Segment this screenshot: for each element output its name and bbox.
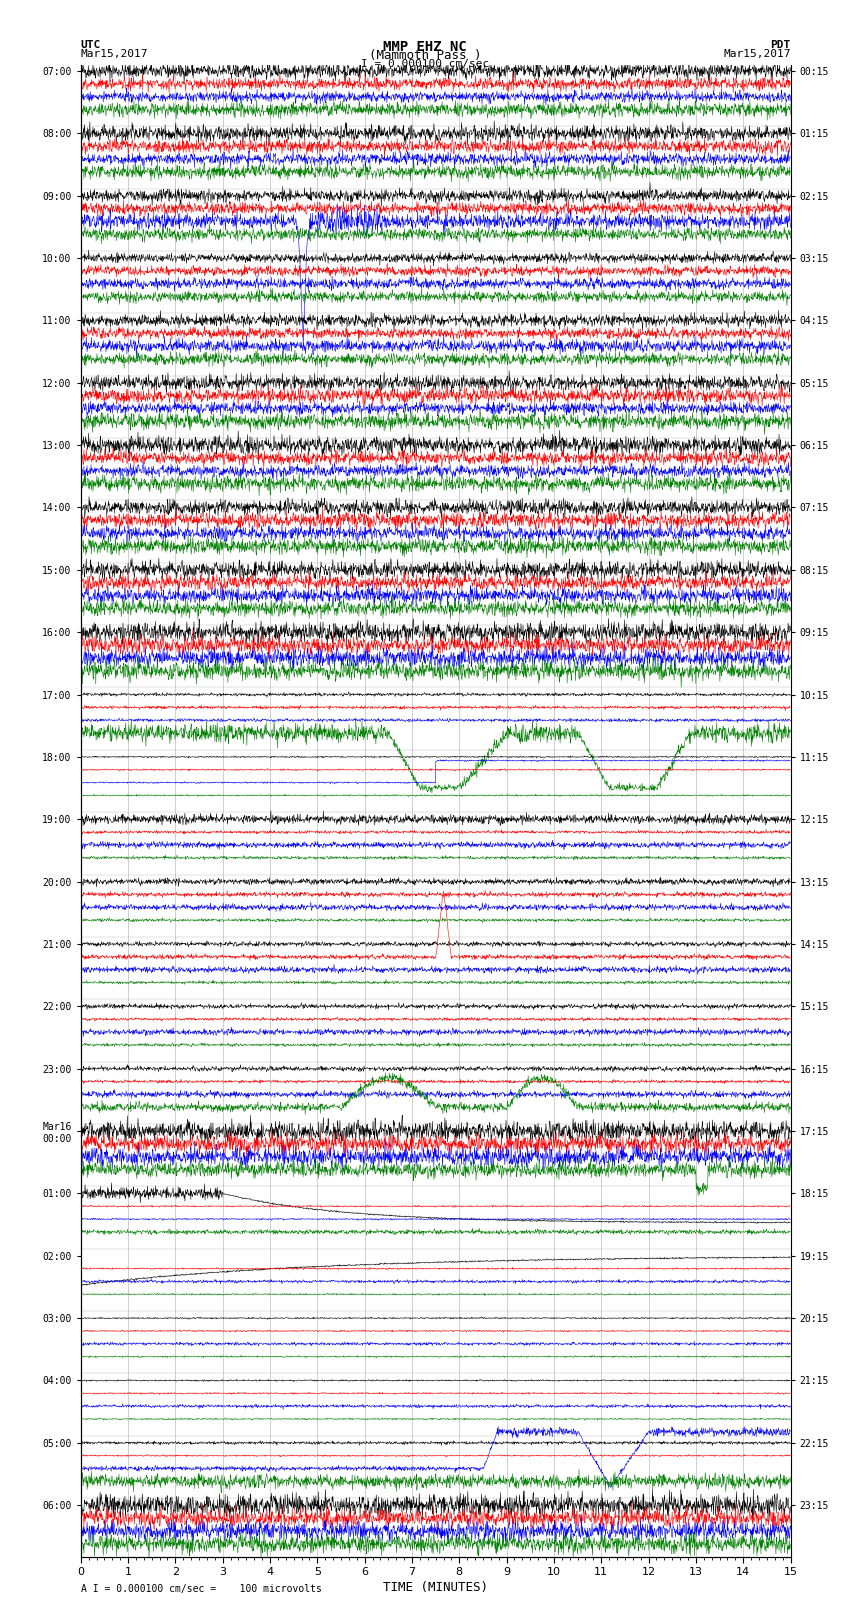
Text: (Mammoth Pass ): (Mammoth Pass ) — [369, 50, 481, 63]
Text: A I = 0.000100 cm/sec =    100 microvolts: A I = 0.000100 cm/sec = 100 microvolts — [81, 1584, 321, 1594]
Text: MMP EHZ NC: MMP EHZ NC — [383, 39, 467, 53]
Text: Mar15,2017: Mar15,2017 — [723, 50, 791, 60]
Text: PDT: PDT — [770, 39, 790, 50]
Text: Mar15,2017: Mar15,2017 — [81, 50, 148, 60]
Text: I = 0.000100 cm/sec: I = 0.000100 cm/sec — [361, 58, 489, 69]
X-axis label: TIME (MINUTES): TIME (MINUTES) — [383, 1581, 488, 1594]
Text: UTC: UTC — [81, 39, 101, 50]
